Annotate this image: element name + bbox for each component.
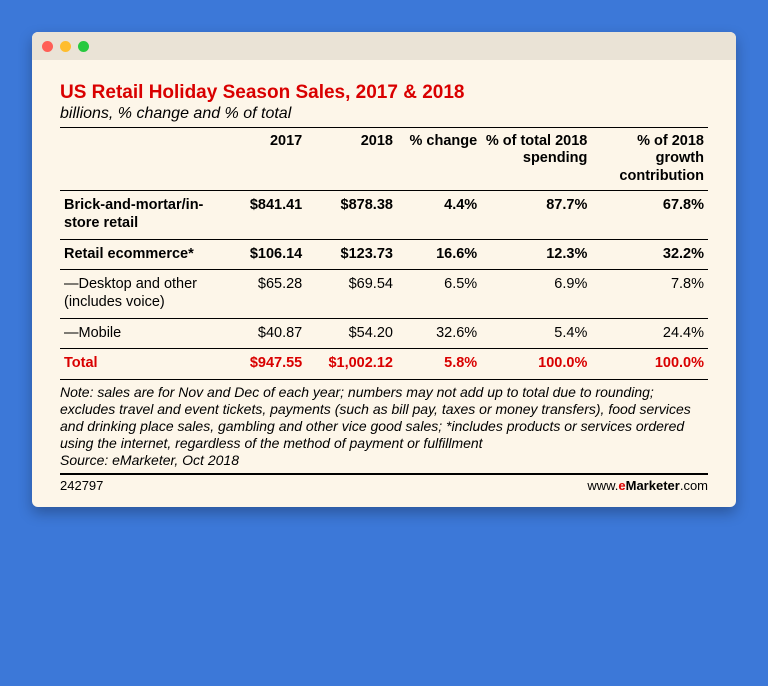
total-row: Total$947.55$1,002.125.8%100.0%100.0% bbox=[60, 349, 708, 380]
cell: 4.4% bbox=[397, 191, 481, 239]
window-titlebar bbox=[32, 32, 736, 60]
row-label: Total bbox=[60, 349, 222, 380]
close-icon[interactable] bbox=[42, 41, 53, 52]
brand-e: e bbox=[618, 478, 625, 493]
cell: 24.4% bbox=[591, 318, 708, 349]
table-row: —Desktop and other (includes voice)$65.2… bbox=[60, 270, 708, 318]
cell: 100.0% bbox=[591, 349, 708, 380]
table-row: Retail ecommerce*$106.14$123.7316.6%12.3… bbox=[60, 239, 708, 270]
footer: 242797 www.eMarketer.com bbox=[60, 478, 708, 493]
cell: 6.5% bbox=[397, 270, 481, 318]
table-header-row: 20172018% change% of total 2018 spending… bbox=[60, 128, 708, 191]
cell: 5.4% bbox=[481, 318, 591, 349]
url-prefix: www. bbox=[587, 478, 618, 493]
url-suffix: .com bbox=[680, 478, 708, 493]
data-table: 20172018% change% of total 2018 spending… bbox=[60, 127, 708, 380]
cell: $123.73 bbox=[306, 239, 397, 270]
column-header: % of 2018 growth contribution bbox=[591, 128, 708, 191]
cell: 32.6% bbox=[397, 318, 481, 349]
row-label: Brick-and-mortar/in-store retail bbox=[60, 191, 222, 239]
cell: 7.8% bbox=[591, 270, 708, 318]
footnote: Note: sales are for Nov and Dec of each … bbox=[60, 384, 708, 475]
cell: $841.41 bbox=[222, 191, 306, 239]
column-header: % of total 2018 spending bbox=[481, 128, 591, 191]
table-row: —Mobile$40.87$54.2032.6%5.4%24.4% bbox=[60, 318, 708, 349]
brand-rest: Marketer bbox=[626, 478, 680, 493]
chart-title: US Retail Holiday Season Sales, 2017 & 2… bbox=[60, 82, 708, 104]
cell: $65.28 bbox=[222, 270, 306, 318]
chart-id: 242797 bbox=[60, 478, 103, 493]
cell: $878.38 bbox=[306, 191, 397, 239]
column-header: 2018 bbox=[306, 128, 397, 191]
cell: 67.8% bbox=[591, 191, 708, 239]
maximize-icon[interactable] bbox=[78, 41, 89, 52]
cell: 12.3% bbox=[481, 239, 591, 270]
cell: 87.7% bbox=[481, 191, 591, 239]
cell: $40.87 bbox=[222, 318, 306, 349]
source-url: www.eMarketer.com bbox=[587, 478, 708, 493]
cell: $69.54 bbox=[306, 270, 397, 318]
window: US Retail Holiday Season Sales, 2017 & 2… bbox=[32, 32, 736, 507]
row-label: —Desktop and other (includes voice) bbox=[60, 270, 222, 318]
chart-subtitle: billions, % change and % of total bbox=[60, 105, 708, 123]
cell: 5.8% bbox=[397, 349, 481, 380]
table-row: Brick-and-mortar/in-store retail$841.41$… bbox=[60, 191, 708, 239]
minimize-icon[interactable] bbox=[60, 41, 71, 52]
column-header bbox=[60, 128, 222, 191]
cell: 16.6% bbox=[397, 239, 481, 270]
cell: $54.20 bbox=[306, 318, 397, 349]
cell: 32.2% bbox=[591, 239, 708, 270]
cell: $106.14 bbox=[222, 239, 306, 270]
table-body: Brick-and-mortar/in-store retail$841.41$… bbox=[60, 191, 708, 380]
row-label: —Mobile bbox=[60, 318, 222, 349]
cell: $1,002.12 bbox=[306, 349, 397, 380]
cell: 6.9% bbox=[481, 270, 591, 318]
row-label: Retail ecommerce* bbox=[60, 239, 222, 270]
cell: 100.0% bbox=[481, 349, 591, 380]
column-header: % change bbox=[397, 128, 481, 191]
cell: $947.55 bbox=[222, 349, 306, 380]
column-header: 2017 bbox=[222, 128, 306, 191]
content-area: US Retail Holiday Season Sales, 2017 & 2… bbox=[32, 60, 736, 507]
